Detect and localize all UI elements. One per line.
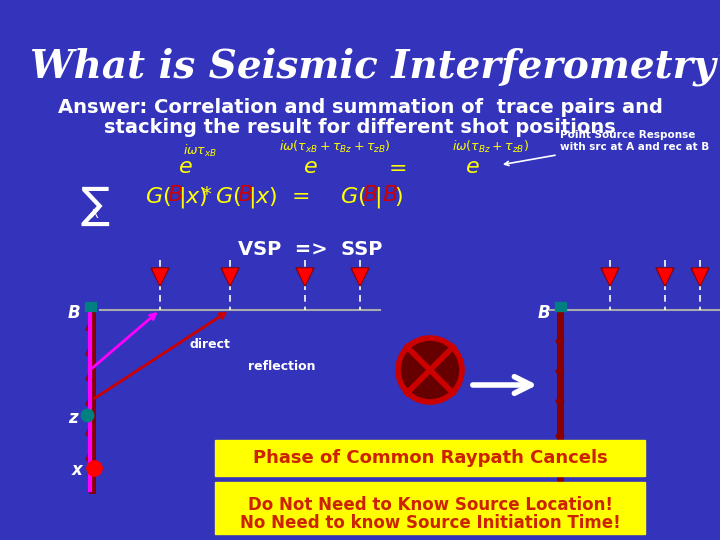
Text: stacking the result for different shot positions: stacking the result for different shot p… [104,118,616,137]
FancyBboxPatch shape [215,440,645,476]
Text: VSP  =>  SSP: VSP => SSP [238,240,382,259]
Polygon shape [658,269,672,284]
Polygon shape [603,269,617,284]
Polygon shape [296,268,314,286]
Text: Do Not Need to Know Source Location!: Do Not Need to Know Source Location! [248,496,613,514]
Polygon shape [223,269,237,284]
Text: $\sum$: $\sum$ [80,185,110,228]
Bar [85,302,96,311]
Text: direct: direct [190,338,231,351]
Text: $|x)$: $|x)$ [248,185,277,210]
Text: $e$: $e$ [464,157,480,177]
Text: $X$: $X$ [90,208,102,221]
Polygon shape [351,268,369,286]
Text: z: z [68,409,78,427]
Text: $G($: $G($ [340,185,366,208]
Text: No Need to know Source Initiation Time!: No Need to know Source Initiation Time! [240,514,621,532]
Text: $e$: $e$ [178,157,192,177]
Text: $i\omega\tau_{xB}$: $i\omega\tau_{xB}$ [183,143,217,159]
Polygon shape [151,268,169,286]
Polygon shape [221,268,239,286]
Text: $G($: $G($ [215,185,241,208]
Text: reflection: reflection [248,360,315,373]
Polygon shape [693,269,707,284]
Text: $=$: $=$ [384,157,406,177]
Text: Answer: Correlation and summation of  trace pairs and: Answer: Correlation and summation of tra… [58,98,662,117]
Text: $B$: $B$ [237,185,253,205]
Text: $=$: $=$ [287,185,310,205]
Polygon shape [691,268,709,286]
Text: $e$: $e$ [302,157,318,177]
Text: Point Source Response
with src at A and rec at B: Point Source Response with src at A and … [505,130,709,166]
Text: $B$: $B$ [382,185,398,205]
Text: B: B [538,304,551,322]
FancyBboxPatch shape [215,482,645,534]
Text: $*$: $*$ [201,183,212,202]
Text: What is Seismic Interferometry?: What is Seismic Interferometry? [30,48,720,86]
Polygon shape [353,269,367,284]
Text: x: x [72,461,83,479]
Text: $G($: $G($ [145,185,171,208]
Text: $|$: $|$ [374,185,381,210]
Polygon shape [601,268,619,286]
Text: $i\omega(\tau_{xB}+\tau_{Bz}+\tau_{zB})$: $i\omega(\tau_{xB}+\tau_{Bz}+\tau_{zB})$ [279,139,391,155]
Polygon shape [656,268,674,286]
Text: $)$: $)$ [394,185,402,208]
Text: $B$: $B$ [167,185,183,205]
Text: $B$: $B$ [362,185,378,205]
Text: $i\omega(\tau_{Bz}+\tau_{zB})$: $i\omega(\tau_{Bz}+\tau_{zB})$ [451,139,528,155]
Text: Phase of Common Raypath Cancels: Phase of Common Raypath Cancels [253,449,608,467]
Polygon shape [298,269,312,284]
Text: B: B [68,304,81,322]
Text: $|x)$: $|x)$ [178,185,207,210]
Bar [555,302,566,311]
Circle shape [398,338,462,402]
Polygon shape [153,269,167,284]
